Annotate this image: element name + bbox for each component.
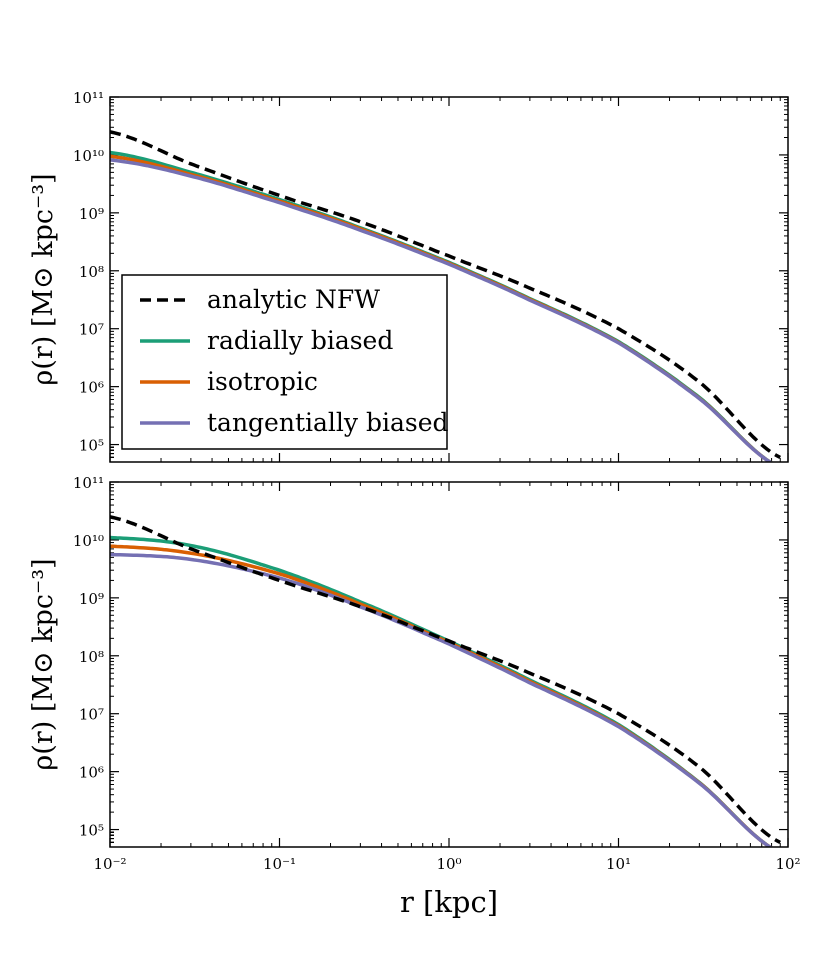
y-axis-label: ρ(r) [M⊙ kpc⁻³] <box>28 173 59 385</box>
y-tick-label: 10⁷ <box>79 706 104 724</box>
series-line-tangentially-biased <box>110 552 774 847</box>
y-tick-label: 10¹¹ <box>73 474 104 492</box>
y-tick-label: 10¹¹ <box>73 89 104 107</box>
y-tick-label: 10⁹ <box>79 205 104 223</box>
series-line-isotropic <box>110 544 774 847</box>
y-axis-label: ρ(r) [M⊙ kpc⁻³] <box>28 558 59 770</box>
y-tick-label: 10⁸ <box>79 263 104 281</box>
plot-frame <box>109 481 789 848</box>
x-tick-label: 10⁻² <box>93 855 126 873</box>
y-tick-label: 10⁸ <box>79 648 104 666</box>
series-line-tangentially-biased <box>110 158 774 462</box>
y-tick-label: 10⁵ <box>79 822 104 840</box>
series-group <box>110 130 782 462</box>
legend-box <box>121 274 448 450</box>
x-tick-label: 10² <box>775 855 800 873</box>
legend: analytic NFW radially biased isotropic tang… <box>121 274 449 450</box>
panel-top: 10⁵ 10⁶ 10⁷ 10⁸ 10⁹ 10¹⁰ 10¹¹ ρ(r) [M⊙ kpc⁻³] an… <box>28 89 789 463</box>
legend-label: analytic NFW <box>207 285 380 314</box>
panel-bottom: 10⁵ 10⁶ 10⁷ 10⁸ 10⁹ 10¹⁰ 10¹¹ 10⁻² 10⁻¹ 10⁰ 10¹ 10²… <box>28 474 801 919</box>
series-line-radially-biased <box>110 535 774 847</box>
y-tick-label: 10⁶ <box>79 764 104 782</box>
x-tick-label: 10⁻¹ <box>263 855 296 873</box>
series-group <box>110 515 782 847</box>
x-axis-label: r [kpc] <box>400 885 498 919</box>
legend-label: tangentially biased <box>207 408 449 437</box>
y-tick-label: 10⁷ <box>79 321 104 339</box>
plot-frame <box>109 96 789 463</box>
x-tick-label: 10¹ <box>606 855 631 873</box>
legend-label: isotropic <box>207 367 318 396</box>
x-tick-label: 10⁰ <box>436 855 461 873</box>
series-line-analytic-NFW <box>110 515 782 844</box>
y-tick-label: 10¹⁰ <box>73 532 104 550</box>
y-tick-label: 10⁵ <box>79 437 104 455</box>
series-line-analytic-NFW <box>110 130 782 459</box>
y-tick-label: 10⁶ <box>79 379 104 397</box>
y-tick-label: 10¹⁰ <box>73 147 104 165</box>
y-tick-label: 10⁹ <box>79 590 104 608</box>
legend-label: radially biased <box>207 326 393 355</box>
